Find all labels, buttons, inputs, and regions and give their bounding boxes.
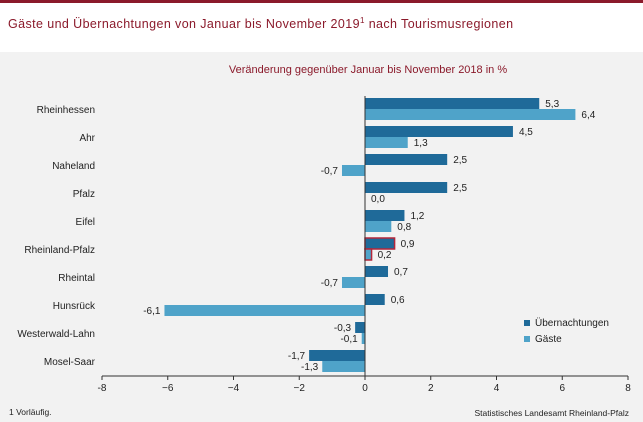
data-label: 2,5	[453, 183, 467, 194]
x-tick-label: −4	[228, 383, 240, 394]
bars-layer: Rheinhessen 5,3 6,4 Ahr 4,5 1,3 Naheland 2,5 -0,…	[17, 98, 596, 373]
data-label: 1,2	[410, 211, 424, 222]
x-tick-label: −2	[294, 383, 306, 394]
data-label: -0,7	[321, 166, 339, 177]
bar-chart: Veränderung gegenüber Januar bis Novembe…	[17, 64, 631, 394]
bar-guests	[164, 305, 365, 316]
bar-guests	[341, 277, 365, 288]
data-label: 0,7	[394, 267, 408, 278]
category-label: Eifel	[76, 217, 95, 228]
legend-swatch-guests	[524, 336, 530, 342]
category-label: Westerwald-Lahn	[17, 329, 95, 340]
data-label: -0,3	[334, 323, 352, 334]
bar-guests	[322, 361, 365, 372]
legend-swatch-overnight	[524, 320, 530, 326]
x-tick-label: -8	[98, 383, 107, 394]
bar-overnight	[364, 237, 396, 250]
x-tick-label: 8	[625, 383, 631, 394]
data-label: 6,4	[581, 110, 595, 121]
x-tick-label: 0	[362, 383, 368, 394]
bar-guests	[365, 109, 576, 120]
bar-overnight	[365, 126, 513, 137]
data-label: 0,2	[378, 250, 392, 261]
data-label: 0,0	[371, 194, 385, 205]
data-label: 2,5	[453, 155, 467, 166]
category-label: Pfalz	[73, 189, 95, 200]
data-label: -0,1	[340, 334, 358, 345]
bar-overnight	[309, 350, 365, 361]
bar-guests	[341, 165, 365, 176]
category-label: Rheinhessen	[37, 105, 95, 116]
source-note: Statistisches Landesamt Rheinland-Pfalz	[474, 408, 630, 418]
top-rule	[0, 0, 643, 3]
footnote: 1 Vorläufig.	[9, 407, 52, 417]
data-label: 4,5	[519, 127, 533, 138]
x-tick-label: 2	[428, 383, 434, 394]
bar-overnight	[365, 210, 405, 221]
bar-overnight	[365, 98, 540, 109]
category-label: Hunsrück	[53, 301, 96, 312]
x-tick-label: 6	[559, 383, 565, 394]
category-label: Rheintal	[58, 273, 95, 284]
data-label: 5,3	[545, 99, 559, 110]
data-label: 0,9	[401, 239, 415, 250]
bar-overnight	[365, 182, 448, 193]
x-axis: -8 −6 −4 −2 0 2 4 6 8	[98, 96, 631, 394]
bar-guests	[364, 248, 373, 261]
x-tick-label: −6	[162, 383, 174, 394]
bar-overnight	[365, 266, 389, 277]
chart-title: Gäste und Übernachtungen von Januar bis …	[8, 16, 514, 32]
category-label: Rheinland-Pfalz	[24, 245, 95, 256]
bar-overnight	[365, 294, 385, 305]
legend-label-overnight: Übernachtungen	[535, 317, 609, 329]
data-label: 0,6	[391, 295, 405, 306]
legend: Übernachtungen Gäste	[524, 317, 609, 345]
data-label: -1,3	[301, 362, 319, 373]
data-label: 1,3	[414, 138, 428, 149]
x-tick-label: 4	[494, 383, 500, 394]
bar-guests	[365, 137, 408, 148]
data-label: -6,1	[143, 306, 161, 317]
bar-guests	[361, 333, 365, 344]
data-label: -1,7	[288, 351, 306, 362]
data-label: 0,8	[397, 222, 411, 233]
data-label: -0,7	[321, 278, 339, 289]
bar-overnight	[365, 154, 448, 165]
bar-guests	[365, 221, 392, 232]
category-label: Naheland	[52, 161, 95, 172]
category-label: Ahr	[79, 133, 95, 144]
category-label: Mosel-Saar	[44, 357, 96, 368]
legend-label-guests: Gäste	[535, 334, 562, 345]
bar-overnight	[355, 322, 365, 333]
chart-subtitle: Veränderung gegenüber Januar bis Novembe…	[229, 64, 507, 76]
